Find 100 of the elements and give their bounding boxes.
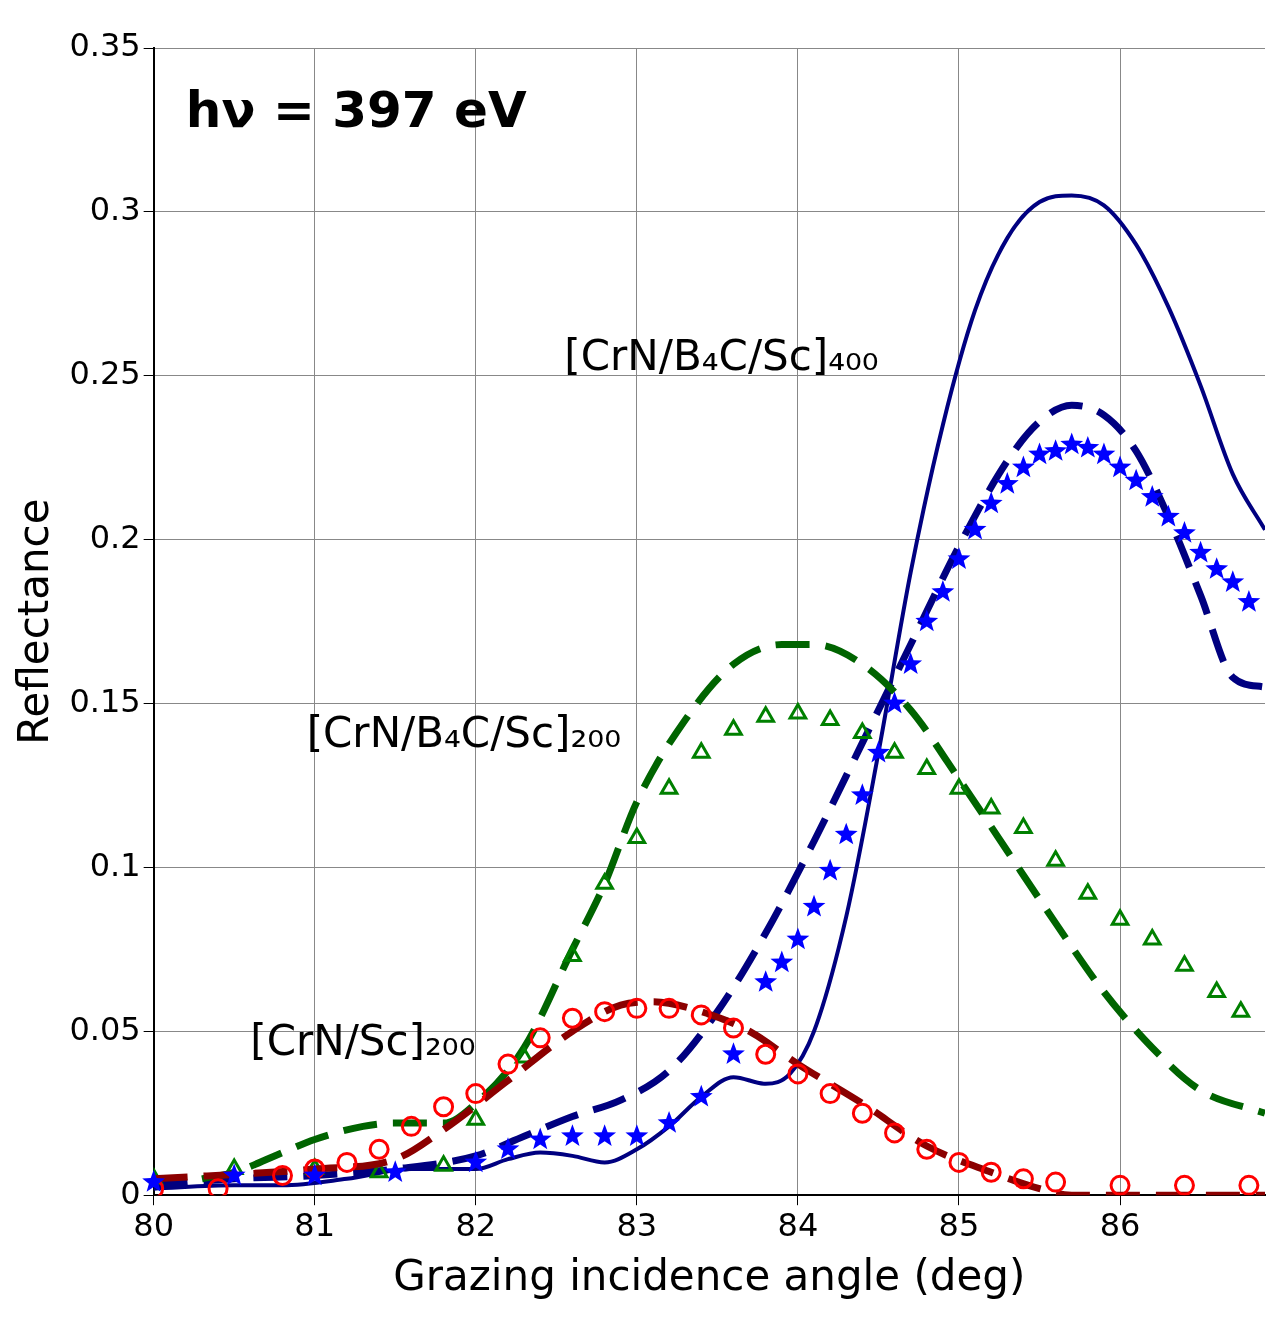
point bbox=[368, 1138, 390, 1160]
point bbox=[593, 1124, 617, 1146]
point bbox=[787, 1063, 809, 1085]
y-tick-label: 0.35 bbox=[69, 26, 141, 65]
point bbox=[867, 740, 890, 763]
point bbox=[770, 950, 794, 973]
point bbox=[917, 758, 937, 776]
x-tick-label: 86 bbox=[1099, 1205, 1141, 1244]
point bbox=[1044, 439, 1068, 461]
point bbox=[949, 778, 969, 795]
x-tick-label: 84 bbox=[777, 1205, 819, 1244]
point bbox=[885, 742, 904, 759]
point bbox=[947, 547, 971, 570]
point bbox=[1078, 883, 1098, 900]
point bbox=[1092, 442, 1116, 465]
point bbox=[561, 1124, 584, 1146]
point bbox=[1142, 929, 1162, 946]
point bbox=[788, 702, 808, 720]
point bbox=[1205, 557, 1229, 579]
point bbox=[466, 1109, 486, 1126]
point bbox=[383, 1160, 407, 1182]
x-tick-label: 82 bbox=[455, 1205, 497, 1244]
point bbox=[820, 709, 840, 726]
point bbox=[722, 1017, 744, 1039]
y-tick-label: 0.15 bbox=[69, 681, 141, 720]
point bbox=[1046, 850, 1065, 867]
point bbox=[818, 858, 842, 881]
point bbox=[1076, 435, 1100, 458]
point bbox=[303, 1163, 327, 1186]
annotation: hν = 397 eV bbox=[185, 80, 527, 139]
point bbox=[756, 706, 775, 723]
point bbox=[819, 1083, 841, 1105]
point bbox=[1189, 540, 1212, 563]
annotation: [CrN/Sc]₂₀₀ bbox=[250, 1016, 476, 1066]
point bbox=[625, 1124, 649, 1146]
y-tick-label: 0.1 bbox=[89, 845, 141, 884]
point bbox=[626, 997, 648, 1019]
x-tick-label: 85 bbox=[938, 1205, 980, 1244]
point bbox=[207, 1178, 229, 1196]
y-tick-label: 0.25 bbox=[69, 354, 141, 393]
y-axis-title: Reflectance bbox=[9, 498, 59, 745]
point bbox=[1175, 955, 1194, 972]
y-tick-label: 0.2 bbox=[89, 517, 141, 556]
point bbox=[400, 1115, 422, 1137]
point bbox=[563, 945, 582, 962]
point bbox=[1231, 1001, 1251, 1018]
point bbox=[948, 1151, 970, 1173]
point bbox=[464, 1150, 488, 1173]
point bbox=[1028, 442, 1051, 465]
annotation: [CrN/B₄C/Sc]₄₀₀ bbox=[564, 331, 879, 381]
point bbox=[916, 1138, 938, 1160]
point bbox=[689, 1084, 713, 1107]
point bbox=[594, 1001, 616, 1023]
point bbox=[690, 1004, 712, 1026]
point bbox=[981, 797, 1001, 815]
point bbox=[899, 652, 923, 674]
point bbox=[980, 1161, 1002, 1183]
point bbox=[657, 1111, 681, 1133]
point bbox=[1173, 1174, 1195, 1196]
point bbox=[222, 1163, 246, 1186]
point bbox=[1108, 455, 1132, 478]
point bbox=[528, 1127, 552, 1150]
point bbox=[659, 778, 679, 795]
point bbox=[850, 783, 874, 806]
point bbox=[1012, 1168, 1034, 1190]
point bbox=[496, 1137, 520, 1160]
point bbox=[1237, 589, 1261, 612]
point bbox=[434, 1155, 453, 1172]
point bbox=[724, 719, 743, 736]
point bbox=[658, 997, 680, 1019]
point bbox=[802, 894, 826, 917]
point bbox=[979, 491, 1003, 514]
point bbox=[142, 1170, 166, 1192]
point bbox=[224, 1158, 244, 1175]
point bbox=[1140, 485, 1164, 507]
point bbox=[1124, 468, 1148, 491]
point bbox=[304, 1158, 326, 1180]
point bbox=[754, 970, 778, 992]
point bbox=[931, 580, 955, 602]
point bbox=[529, 1027, 551, 1049]
point bbox=[336, 1151, 358, 1173]
point bbox=[963, 517, 987, 540]
point bbox=[915, 609, 939, 632]
annotation: [CrN/B₄C/Sc]₂₀₀ bbox=[306, 708, 621, 758]
point bbox=[1173, 521, 1196, 543]
point bbox=[595, 873, 614, 890]
y-tick-label: 0.3 bbox=[89, 190, 141, 229]
point bbox=[272, 1165, 293, 1187]
point bbox=[1238, 1174, 1260, 1196]
y-tick-label: 0.05 bbox=[69, 1009, 141, 1048]
point bbox=[627, 827, 647, 844]
point bbox=[755, 1043, 777, 1065]
point bbox=[497, 1053, 519, 1075]
x-tick-label: 81 bbox=[294, 1205, 336, 1244]
point bbox=[1221, 570, 1245, 592]
point bbox=[1156, 504, 1180, 527]
point bbox=[851, 1102, 873, 1124]
point bbox=[995, 471, 1019, 494]
point bbox=[465, 1083, 487, 1105]
point bbox=[1011, 455, 1035, 478]
